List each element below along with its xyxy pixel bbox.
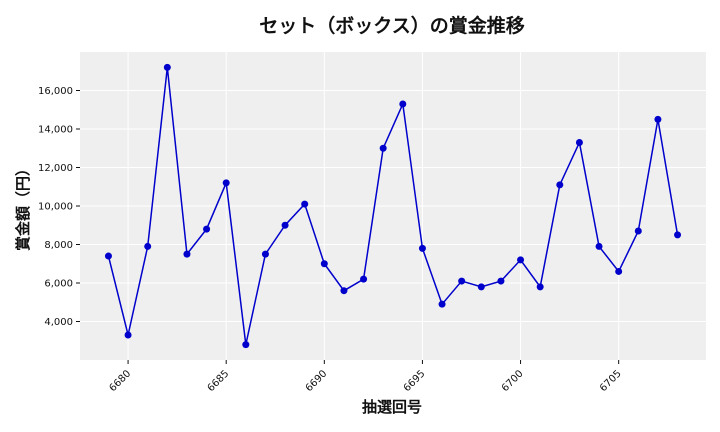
x-tick-label: 6705: [598, 368, 624, 394]
y-axis: 4,000 6,000 8,000 10,000 12,000 14,000 16,000: [38, 86, 80, 328]
data-point: [301, 200, 309, 208]
data-point: [575, 138, 583, 146]
x-axis: 6680 6685 6690 6695 6700 6705: [107, 360, 624, 394]
y-tick-label: 10,000: [38, 202, 73, 213]
x-tick-label: 6680: [107, 368, 133, 394]
y-tick-label: 6,000: [44, 279, 73, 290]
data-point: [104, 252, 112, 260]
data-point: [458, 277, 466, 285]
x-tick-label: 6695: [402, 368, 428, 394]
data-point: [399, 100, 407, 108]
y-tick-label: 12,000: [38, 163, 73, 174]
y-tick-label: 16,000: [38, 86, 73, 97]
y-tick-label: 4,000: [44, 317, 73, 328]
x-tick-label: 6690: [304, 368, 330, 394]
data-point: [477, 283, 485, 291]
data-point: [517, 256, 525, 264]
grid: [80, 52, 706, 360]
data-point: [556, 181, 564, 189]
y-tick-label: 8,000: [44, 240, 73, 251]
data-point: [183, 250, 191, 258]
x-tick-label: 6685: [206, 368, 232, 394]
series-line: [107, 67, 679, 345]
data-point: [144, 242, 152, 250]
y-tick-label: 14,000: [38, 125, 73, 136]
data-point: [261, 250, 269, 258]
data-point: [379, 144, 387, 152]
data-point: [320, 260, 328, 268]
data-point: [654, 115, 662, 123]
data-point: [634, 227, 642, 235]
x-axis-label: 抽選回号: [362, 398, 422, 416]
data-points: [104, 63, 682, 349]
data-point: [497, 277, 505, 285]
data-point: [203, 225, 211, 233]
data-point: [222, 179, 230, 187]
chart-title: セット（ボックス）の賞金推移: [259, 14, 524, 37]
data-point: [163, 63, 171, 71]
data-point: [595, 242, 603, 250]
data-point: [340, 287, 348, 295]
data-point: [124, 331, 132, 339]
data-point: [536, 283, 544, 291]
data-point: [242, 341, 250, 349]
x-tick-label: 6700: [500, 368, 526, 394]
data-point: [438, 300, 446, 308]
data-point: [615, 267, 623, 275]
data-point: [281, 221, 289, 229]
y-axis-label: 賞金額（円）: [14, 161, 32, 251]
data-point: [674, 231, 682, 239]
data-point: [360, 275, 368, 283]
data-point: [418, 244, 426, 252]
